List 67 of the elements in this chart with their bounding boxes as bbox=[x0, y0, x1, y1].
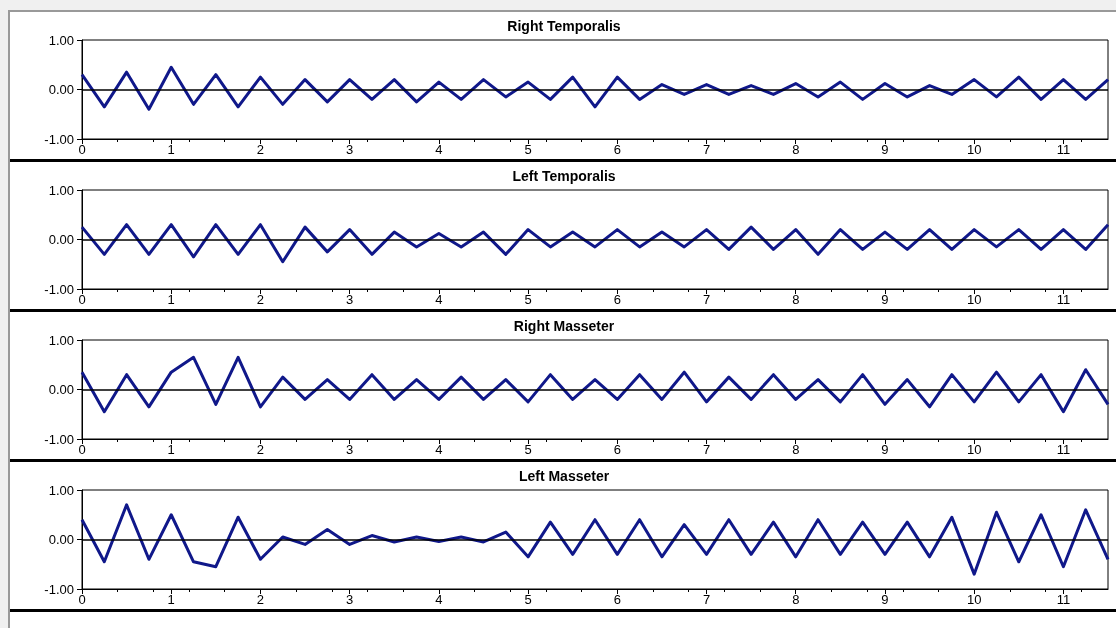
x-tick-label: 10 bbox=[966, 142, 982, 157]
x-tick-label: 8 bbox=[792, 592, 800, 607]
x-tick-label: 6 bbox=[613, 442, 621, 457]
chart-title: Right Masseter bbox=[513, 318, 615, 334]
x-tick-label: 3 bbox=[346, 142, 354, 157]
x-tick-label: 9 bbox=[881, 142, 889, 157]
x-tick-label: 1 bbox=[167, 292, 175, 307]
x-tick-label: 5 bbox=[524, 292, 532, 307]
x-tick-label: 2 bbox=[256, 442, 265, 457]
x-tick-label: 1 bbox=[167, 592, 175, 607]
y-tick-label: 1.00 bbox=[48, 332, 74, 348]
x-tick-label: 7 bbox=[702, 442, 711, 457]
x-tick-label: 0 bbox=[78, 442, 86, 457]
x-tick-label: 5 bbox=[524, 442, 532, 457]
x-tick-label: 2 bbox=[256, 142, 265, 157]
x-tick-label: 3 bbox=[346, 592, 354, 607]
x-tick-label: 9 bbox=[881, 442, 889, 457]
x-tick-label: 6 bbox=[613, 142, 621, 157]
x-tick-label: 11 bbox=[1056, 142, 1071, 157]
line-series bbox=[80, 503, 1110, 576]
y-tick-label: 1.00 bbox=[48, 482, 74, 498]
x-tick-label: 7 bbox=[702, 592, 711, 607]
y-tick-label: 1.00 bbox=[48, 32, 74, 48]
chart-title: Left Masseter bbox=[518, 468, 610, 484]
y-tick-label: -1.00 bbox=[44, 281, 74, 297]
x-tick-label: 10 bbox=[966, 442, 982, 457]
y-tick-label: 0.00 bbox=[48, 232, 74, 247]
y-tick-label: 1.00 bbox=[48, 182, 74, 198]
x-tick-label: 4 bbox=[435, 442, 443, 457]
x-tick-label: 2 bbox=[256, 292, 265, 307]
y-tick-label: -1.00 bbox=[44, 431, 74, 447]
chart-title: Right Temporalis bbox=[507, 18, 621, 34]
x-tick-label: 6 bbox=[613, 592, 621, 607]
x-tick-label: 4 bbox=[435, 142, 443, 157]
y-tick-label: 0.00 bbox=[48, 532, 74, 547]
x-tick-label: 3 bbox=[346, 442, 354, 457]
x-tick-label: 6 bbox=[613, 292, 621, 307]
y-tick-label: 0.00 bbox=[48, 82, 74, 97]
x-tick-label: 1 bbox=[167, 142, 175, 157]
x-tick-label: 10 bbox=[966, 292, 982, 307]
x-tick-label: 5 bbox=[524, 592, 532, 607]
x-tick-label: 8 bbox=[792, 292, 800, 307]
x-tick-label: 8 bbox=[792, 442, 800, 457]
x-tick-label: 9 bbox=[881, 592, 889, 607]
x-tick-label: 0 bbox=[78, 592, 86, 607]
x-tick-label: 11 bbox=[1056, 442, 1071, 457]
x-tick-label: 9 bbox=[881, 292, 889, 307]
x-tick-label: 5 bbox=[524, 142, 532, 157]
line-series bbox=[80, 223, 1110, 264]
y-tick-label: 0.00 bbox=[48, 382, 74, 397]
x-tick-label: 10 bbox=[966, 592, 982, 607]
x-tick-label: 11 bbox=[1056, 592, 1071, 607]
x-tick-label: 4 bbox=[435, 292, 443, 307]
x-tick-label: 2 bbox=[256, 592, 265, 607]
x-tick-label: 1 bbox=[167, 442, 175, 457]
x-tick-label: 0 bbox=[78, 292, 86, 307]
x-tick-label: 3 bbox=[346, 292, 354, 307]
x-tick-label: 8 bbox=[792, 142, 800, 157]
x-tick-label: 4 bbox=[435, 592, 443, 607]
x-tick-label: 7 bbox=[702, 292, 711, 307]
x-tick-label: 11 bbox=[1056, 292, 1071, 307]
x-tick-label: 0 bbox=[78, 142, 86, 157]
line-series bbox=[80, 355, 1110, 414]
y-tick-label: -1.00 bbox=[44, 581, 74, 597]
x-tick-label: 7 bbox=[702, 142, 711, 157]
y-tick-label: -1.00 bbox=[44, 131, 74, 147]
chart-title: Left Temporalis bbox=[512, 168, 616, 184]
